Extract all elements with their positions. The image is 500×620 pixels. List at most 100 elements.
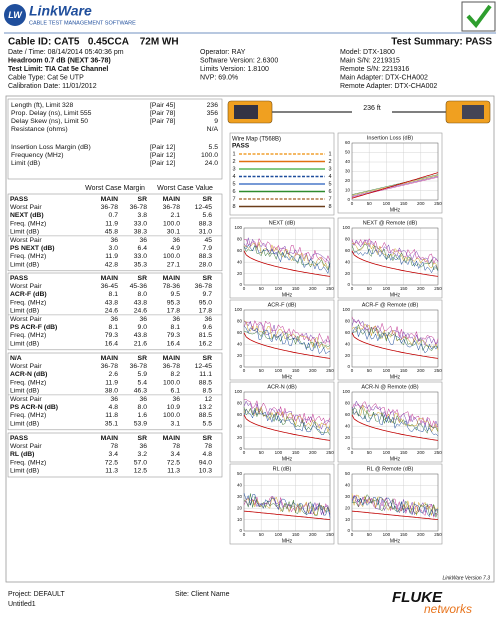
info-line: Date / Time: 08/14/2014 05:40:36 pm: [8, 49, 124, 56]
y-tick-label: 20: [237, 435, 243, 440]
pin-number-right: 7: [328, 196, 331, 202]
y-tick-label: 0: [239, 528, 242, 533]
pin-number-right: 5: [328, 181, 331, 187]
row-value: 88.3: [199, 220, 212, 227]
row-value: 36: [139, 237, 147, 244]
x-tick-label: 0: [351, 532, 354, 537]
row-value: 38.0: [105, 388, 118, 395]
row-value: SR: [203, 196, 213, 203]
x-axis-label: MHz: [390, 207, 401, 213]
row-value: 12.5: [134, 468, 147, 475]
chart-box: [337, 132, 443, 214]
row-value: 27.1: [167, 261, 180, 268]
row-value: 3.0: [109, 245, 119, 252]
chart-title: Insertion Loss (dB): [367, 135, 413, 141]
summary-cell: Insertion Loss Margin (dB): [11, 144, 91, 151]
summary-cell: N/A: [207, 126, 219, 133]
x-tick-label: 0: [351, 368, 354, 373]
row-label: Worst Pair: [10, 316, 42, 323]
plot-frame: [243, 309, 331, 368]
row-value: 5.4: [138, 379, 148, 386]
x-tick-label: 100: [275, 368, 283, 373]
logo-badge-letters: LW: [8, 10, 23, 20]
info-line: Remote Adapter: DTX-CHA002: [340, 83, 437, 90]
row-label: Worst Pair: [10, 283, 42, 290]
tester-graphic: [227, 100, 491, 124]
trace-illustration: [351, 406, 439, 434]
row-value: 5.6: [203, 212, 213, 219]
y-tick-label: 10: [345, 517, 351, 522]
trace-illustration: [351, 248, 439, 274]
row-label: N/A: [10, 355, 22, 362]
row-value: 10.3: [199, 468, 212, 475]
row-value: MAIN: [163, 355, 180, 362]
row-value: SR: [203, 435, 213, 442]
summary-cell: 24.0: [205, 160, 218, 167]
summary-cell: 236: [207, 102, 219, 109]
row-value: 5.5: [203, 420, 213, 427]
row-label: PASS: [10, 275, 28, 282]
row-value: 36: [172, 316, 180, 323]
row-value: 36: [204, 316, 212, 323]
x-tick-label: 250: [434, 532, 442, 537]
y-tick-label: 60: [345, 330, 351, 335]
trace-illustration: [351, 241, 439, 270]
row-value: 3.4: [171, 451, 181, 458]
row-value: 4.8: [203, 451, 213, 458]
y-tick-label: 40: [237, 423, 243, 428]
row-label: Limit (dB): [10, 388, 39, 395]
x-tick-label: 200: [309, 532, 317, 537]
y-tick-label: 60: [237, 248, 243, 253]
row-value: 8.5: [203, 388, 213, 395]
chart-title: RL @ Remote (dB): [367, 466, 414, 472]
limit-line-illustration: [243, 414, 331, 441]
row-value: 4.8: [109, 404, 119, 411]
x-tick-label: 100: [383, 201, 391, 206]
row-value: 3.2: [138, 451, 148, 458]
row-label: Worst Pair: [10, 396, 42, 403]
row-value: 100.0: [163, 379, 180, 386]
limit-line-illustration: [351, 332, 439, 359]
plot-frame: [243, 391, 331, 450]
row-value: 45.8: [105, 229, 118, 236]
x-tick-label: 50: [259, 532, 265, 537]
plot-frame: [351, 309, 439, 368]
row-value: 3.8: [138, 212, 148, 219]
row-value: 36: [172, 396, 180, 403]
brand-subname: networks: [424, 602, 472, 616]
row-value: SR: [203, 355, 213, 362]
test-summary: Test Summary: PASS: [391, 37, 492, 48]
x-tick-label: 0: [351, 286, 354, 291]
y-tick-label: 10: [237, 517, 243, 522]
row-value: 9.0: [138, 324, 148, 331]
x-tick-label: 200: [417, 368, 425, 373]
trace-illustration: [243, 244, 331, 275]
x-tick-label: 250: [326, 286, 334, 291]
row-value: 8.1: [171, 324, 181, 331]
x-tick-label: 150: [400, 201, 408, 206]
x-tick-label: 100: [275, 450, 283, 455]
row-label: Limit (dB): [10, 468, 39, 475]
x-tick-label: 200: [417, 286, 425, 291]
row-value: 9.5: [171, 291, 181, 298]
row-value: 11.9: [105, 220, 118, 227]
row-value: 78: [204, 443, 212, 450]
trace-illustration: [351, 176, 439, 197]
row-value: 11.8: [105, 412, 118, 419]
row-value: 38.3: [134, 229, 147, 236]
row-value: 12: [204, 396, 212, 403]
chart-title: ACR-F @ Remote (dB): [362, 302, 419, 308]
pin-number-left: 6: [232, 189, 235, 195]
row-value: 36-45: [101, 283, 119, 290]
row-value: 78: [172, 443, 180, 450]
margin-header: Worst Case Value: [157, 185, 213, 192]
x-tick-label: 50: [367, 286, 373, 291]
row-value: 36-78: [163, 363, 181, 370]
x-tick-label: 150: [400, 532, 408, 537]
y-tick-label: 0: [347, 197, 350, 202]
row-value: SR: [138, 435, 148, 442]
x-tick-label: 250: [326, 368, 334, 373]
limit-line-illustration: [351, 414, 439, 441]
row-label: PASS: [10, 196, 28, 203]
row-value: 11.3: [105, 468, 118, 475]
